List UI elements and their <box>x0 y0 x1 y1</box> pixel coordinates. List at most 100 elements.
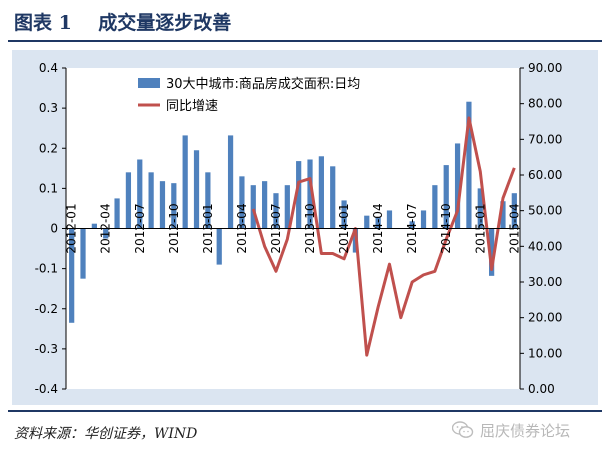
bar <box>489 228 495 276</box>
source-note: 资料来源：华创证券，WIND <box>14 426 198 442</box>
header-rule <box>8 40 602 42</box>
x-tick-label-group: 2013-01 <box>201 203 215 253</box>
bar <box>159 181 166 229</box>
chart-area: -0.4 -0.3 -0.2 -0.1 0 0.1 0.2 0.3 0.4 0.00 10.00 20… <box>12 50 598 405</box>
x-tick-label-group: 2013-04 <box>235 203 249 253</box>
x-tick-label-group: 2013-10 <box>303 203 317 253</box>
y-left-tick-label: -0.1 <box>35 262 58 276</box>
y-right-tick-label: 80.00 <box>528 97 562 111</box>
y-left-tick-label: 0.3 <box>39 101 58 115</box>
watermark-text: 屈庆债券论坛 <box>480 421 571 440</box>
y-right-tick-label: 20.00 <box>528 311 562 325</box>
x-tick-label: 2013-04 <box>235 203 249 253</box>
bar <box>386 210 393 229</box>
y-left-tick-label: 0 <box>50 222 58 236</box>
bar <box>216 228 222 265</box>
bar <box>296 161 302 229</box>
x-tick-label-group: 2015-04 <box>507 203 521 253</box>
x-tick-label: 2012-07 <box>133 203 147 253</box>
y-left-tick-label: 0.1 <box>39 181 58 195</box>
legend-label-bars: 30大中城市:商品房成交面积:日均 <box>166 76 360 92</box>
bar <box>511 193 517 229</box>
x-tick-label: 2013-10 <box>303 203 317 253</box>
bar <box>182 135 188 229</box>
y-right-tick-label: 0.00 <box>528 382 555 396</box>
y-left-tick-label: -0.3 <box>35 342 58 356</box>
x-tick-label-group: 2014-04 <box>371 203 385 253</box>
x-tick-label-group: 2012-10 <box>167 203 181 253</box>
x-tick-label-group: 2012-07 <box>133 203 147 253</box>
bar <box>341 200 347 229</box>
bar <box>432 185 438 229</box>
figure-title: 图表 1 成交量逐步改善 <box>14 12 232 34</box>
bar <box>239 176 245 229</box>
bar <box>250 185 256 229</box>
bar <box>443 165 449 229</box>
bar <box>318 156 324 229</box>
figure-header: 图表 1 成交量逐步改善 <box>0 0 610 44</box>
x-tick-label: 2012-10 <box>167 203 181 253</box>
bar <box>273 193 279 229</box>
x-tick-label-group: 2012-01 <box>65 203 79 253</box>
bar <box>409 221 415 229</box>
bar <box>114 198 120 229</box>
x-tick-label: 2014-01 <box>337 203 351 253</box>
bar <box>364 215 370 229</box>
combo-chart: -0.4 -0.3 -0.2 -0.1 0 0.1 0.2 0.3 0.4 0.00 10.00 20… <box>35 61 563 396</box>
y-right-tick-label: 40.00 <box>528 239 562 253</box>
bar <box>330 166 336 229</box>
bar <box>284 185 290 229</box>
y-left-tick-label: -0.2 <box>35 302 58 316</box>
legend-bar-swatch <box>138 78 160 88</box>
bar <box>227 135 234 229</box>
y-left-tick-label: 0.4 <box>39 61 58 75</box>
watermark: 屈庆债券论坛 <box>452 418 602 442</box>
bar <box>137 159 143 229</box>
y-right-tick-label: 10.00 <box>528 346 562 360</box>
x-tick-label: 2014-07 <box>405 203 419 253</box>
bar <box>454 143 461 229</box>
bar <box>205 172 211 229</box>
x-tick-label: 2012-01 <box>65 203 79 253</box>
x-tick-label: 2012-04 <box>99 203 113 253</box>
wechat-icon <box>452 421 474 439</box>
bar <box>466 101 472 229</box>
series-line <box>251 116 516 357</box>
legend-label-line: 同比增速 <box>166 99 218 114</box>
bar <box>500 201 506 229</box>
y-right-tick-label: 50.00 <box>528 204 562 218</box>
x-tick-label-group: 2014-10 <box>439 203 453 253</box>
x-tick-label: 2013-01 <box>201 203 215 253</box>
y-right-tick-label: 90.00 <box>528 61 562 75</box>
y-right-tick-label: 30.00 <box>528 275 562 289</box>
bar <box>91 223 97 229</box>
bar <box>103 228 109 239</box>
y-left-tick-label: -0.4 <box>35 382 58 396</box>
bar <box>125 172 132 229</box>
footer-rule <box>8 410 602 412</box>
bar <box>477 188 483 229</box>
y-left-tick-label: 0.2 <box>39 141 58 155</box>
bar <box>171 183 177 229</box>
x-tick-label: 2014-04 <box>371 203 385 253</box>
x-tick-label: 2014-10 <box>439 203 453 253</box>
bar <box>193 150 200 229</box>
bar <box>307 159 313 229</box>
bar <box>375 217 381 229</box>
bar <box>420 210 427 229</box>
x-tick-label: 2015-01 <box>473 203 487 253</box>
x-tick-label: 2015-04 <box>507 203 521 253</box>
bar <box>80 228 86 279</box>
x-tick-label-group: 2013-07 <box>269 203 283 253</box>
y-right-tick-label: 60.00 <box>528 168 562 182</box>
x-tick-label-group: 2015-01 <box>473 203 487 253</box>
bar <box>148 172 154 229</box>
bar <box>69 228 75 323</box>
bar <box>262 181 268 229</box>
x-tick-label-group: 2014-07 <box>405 203 419 253</box>
y-right-tick-label: 70.00 <box>528 132 562 146</box>
x-tick-label: 2013-07 <box>269 203 283 253</box>
x-tick-label-group: 2012-04 <box>99 203 113 253</box>
x-tick-label-group: 2014-01 <box>337 203 351 253</box>
